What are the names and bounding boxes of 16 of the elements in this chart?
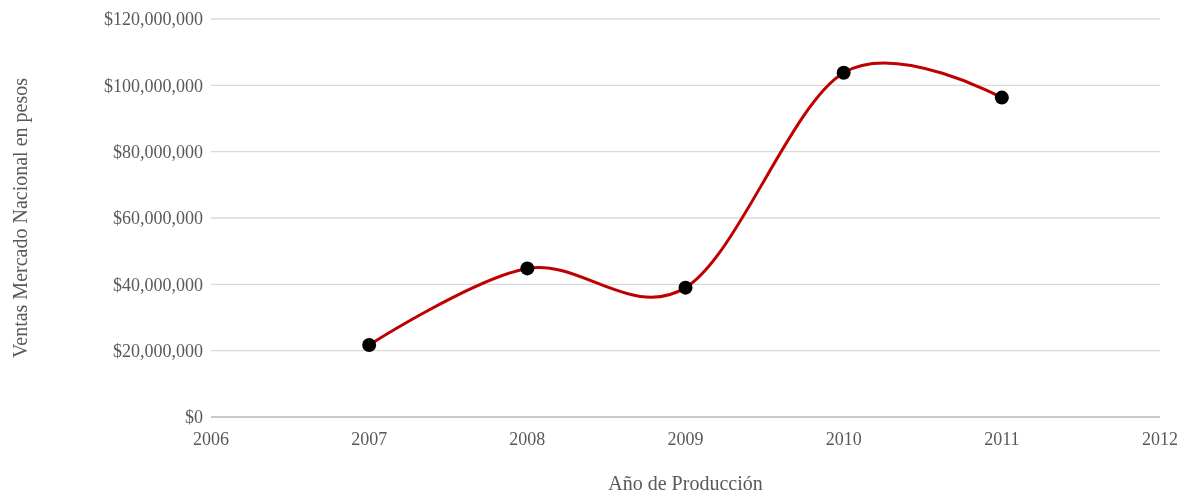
y-tick-label: $20,000,000 bbox=[113, 340, 203, 361]
x-tick-label: 2008 bbox=[509, 429, 546, 449]
x-tick-label: 2010 bbox=[825, 429, 862, 449]
y-axis-title: Ventas Mercado Nacional en pesos bbox=[9, 77, 32, 358]
y-tick-label: $100,000,000 bbox=[104, 75, 203, 96]
x-axis-title: Año de Producción bbox=[608, 472, 763, 494]
x-tick-label: 2007 bbox=[351, 429, 388, 449]
x-tick-label: 2011 bbox=[984, 429, 1020, 449]
x-tick-label: 2009 bbox=[667, 429, 704, 449]
y-tick-label: $80,000,000 bbox=[113, 141, 203, 162]
y-tick-label: $40,000,000 bbox=[113, 274, 203, 295]
y-tick-label: $60,000,000 bbox=[113, 208, 203, 229]
y-tick-label: $0 bbox=[185, 407, 203, 428]
y-tick-label: $120,000,000 bbox=[104, 9, 203, 30]
x-tick-label: 2012 bbox=[1142, 429, 1178, 449]
x-tick-label: 2006 bbox=[193, 429, 229, 449]
